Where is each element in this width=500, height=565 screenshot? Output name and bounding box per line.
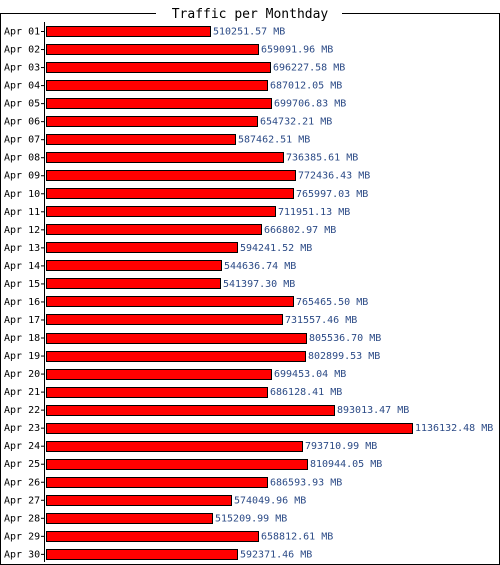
value-label: 541397.30 MB (223, 279, 295, 290)
category-label: Apr 09 (4, 171, 40, 182)
value-label: 654732.21 MB (260, 117, 332, 128)
category-label: Apr 16 (4, 297, 40, 308)
value-label: 805536.70 MB (309, 333, 381, 344)
category-label: Apr 15 (4, 279, 40, 290)
category-label: Apr 25 (4, 459, 40, 470)
bar (46, 188, 294, 199)
bar (46, 531, 259, 542)
bar (46, 206, 276, 217)
category-label: Apr 21 (4, 387, 40, 398)
value-label: 711951.13 MB (278, 207, 350, 218)
category-label: Apr 22 (4, 405, 40, 416)
value-label: 736385.61 MB (286, 153, 358, 164)
value-label: 687012.05 MB (270, 81, 342, 92)
bar-rows: Apr 01 510251.57 MB Apr 02 659091.96 MB Apr … (4, 26, 493, 560)
value-label: 592371.46 MB (240, 549, 312, 560)
value-label: 699453.04 MB (274, 369, 346, 380)
category-label: Apr 18 (4, 333, 40, 344)
value-label: 1136132.48 MB (415, 423, 493, 434)
bar (46, 333, 307, 344)
bar (46, 260, 222, 271)
bar (46, 170, 296, 181)
bar (46, 513, 213, 524)
title-background (156, 4, 342, 22)
value-label: 686593.93 MB (270, 477, 342, 488)
category-label: Apr 23 (4, 423, 40, 434)
category-label: Apr 02 (4, 45, 40, 56)
category-label: Apr 20 (4, 369, 40, 380)
bar (46, 387, 268, 398)
bar (46, 423, 413, 434)
category-label: Apr 07 (4, 135, 40, 146)
value-label: 659091.96 MB (261, 45, 333, 56)
category-label: Apr 08 (4, 153, 40, 164)
category-label: Apr 26 (4, 477, 40, 488)
value-label: 765465.50 MB (296, 297, 368, 308)
category-label: Apr 30 (4, 549, 40, 560)
category-label: Apr 28 (4, 513, 40, 524)
bar (46, 224, 262, 235)
value-label: 893013.47 MB (337, 405, 409, 416)
value-label: 802899.53 MB (308, 351, 380, 362)
bar (46, 134, 236, 145)
category-label: Apr 06 (4, 117, 40, 128)
category-label: Apr 29 (4, 531, 40, 542)
bar (46, 549, 238, 560)
bar (46, 495, 232, 506)
bar (46, 44, 259, 55)
value-label: 510251.57 MB (213, 27, 285, 38)
category-label: Apr 03 (4, 63, 40, 74)
bar (46, 80, 268, 91)
category-label: Apr 24 (4, 441, 40, 452)
value-label: 699706.83 MB (274, 99, 346, 110)
value-label: 810944.05 MB (310, 459, 382, 470)
category-label: Apr 12 (4, 225, 40, 236)
bar (46, 152, 284, 163)
category-label: Apr 27 (4, 495, 40, 506)
bar (46, 26, 211, 37)
bar (46, 278, 221, 289)
category-label: Apr 04 (4, 81, 40, 92)
bar (46, 62, 271, 73)
bar (46, 369, 272, 380)
bar (46, 477, 268, 488)
value-label: 587462.51 MB (238, 135, 310, 146)
value-label: 793710.99 MB (305, 441, 377, 452)
category-label: Apr 05 (4, 99, 40, 110)
bar (46, 441, 303, 452)
bar (46, 242, 238, 253)
bar (46, 116, 258, 127)
bar (46, 459, 308, 470)
value-label: 666802.97 MB (264, 225, 336, 236)
bar (46, 405, 335, 416)
value-label: 658812.61 MB (261, 531, 333, 542)
value-label: 515209.99 MB (215, 513, 287, 524)
category-label: Apr 19 (4, 351, 40, 362)
value-label: 544636.74 MB (224, 261, 296, 272)
value-label: 594241.52 MB (240, 243, 312, 254)
value-label: 731557.46 MB (285, 315, 357, 326)
value-label: 574049.96 MB (234, 495, 306, 506)
category-label: Apr 14 (4, 261, 40, 272)
category-label: Apr 17 (4, 315, 40, 326)
value-label: 686128.41 MB (270, 387, 342, 398)
category-label: Apr 13 (4, 243, 40, 254)
category-label: Apr 10 (4, 189, 40, 200)
chart-title: Traffic per Monthday (172, 7, 329, 22)
category-label: Apr 01 (4, 27, 40, 38)
value-label: 765997.03 MB (296, 189, 368, 200)
bar (46, 314, 283, 325)
bar (46, 296, 294, 307)
bar (46, 98, 272, 109)
value-label: 696227.58 MB (273, 63, 345, 74)
bar (46, 351, 306, 362)
category-label: Apr 11 (4, 207, 40, 218)
value-label: 772436.43 MB (298, 171, 370, 182)
